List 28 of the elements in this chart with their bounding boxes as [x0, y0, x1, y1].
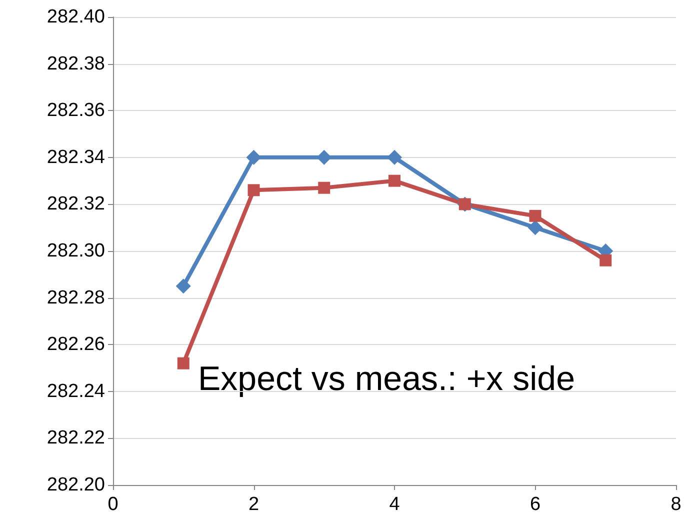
x-tick-label: 4 [389, 494, 400, 515]
point [529, 210, 542, 222]
y-tick-label: 282.32 [46, 194, 105, 215]
point [387, 150, 402, 165]
point [177, 357, 190, 370]
y-tick-label: 282.36 [46, 100, 105, 122]
point [388, 174, 400, 187]
y-tick-label: 282.28 [46, 287, 105, 308]
y-tick-label: 282.24 [46, 380, 106, 402]
x-tick-label: 8 [670, 494, 682, 515]
y-tick-label: 282.26 [46, 334, 105, 356]
point [248, 184, 260, 196]
point [246, 150, 262, 165]
point [600, 254, 612, 266]
point [316, 150, 332, 165]
y-tick-label: 282.34 [46, 146, 106, 168]
x-tick-label: 6 [530, 494, 541, 515]
x-tick-label: 0 [108, 494, 118, 515]
y-tick-label: 282.22 [46, 428, 105, 449]
point [176, 278, 191, 294]
x-tick-label: 2 [248, 494, 260, 515]
y-tick-label: 282.40 [46, 6, 105, 28]
annotation: Expect vs meas.: +x side [198, 360, 575, 398]
y-tick-label: 282.30 [46, 240, 105, 262]
point [318, 182, 330, 194]
y-tick-label: 282.38 [46, 53, 105, 74]
point [528, 220, 543, 236]
y-tick-label: 282.20 [46, 474, 105, 496]
